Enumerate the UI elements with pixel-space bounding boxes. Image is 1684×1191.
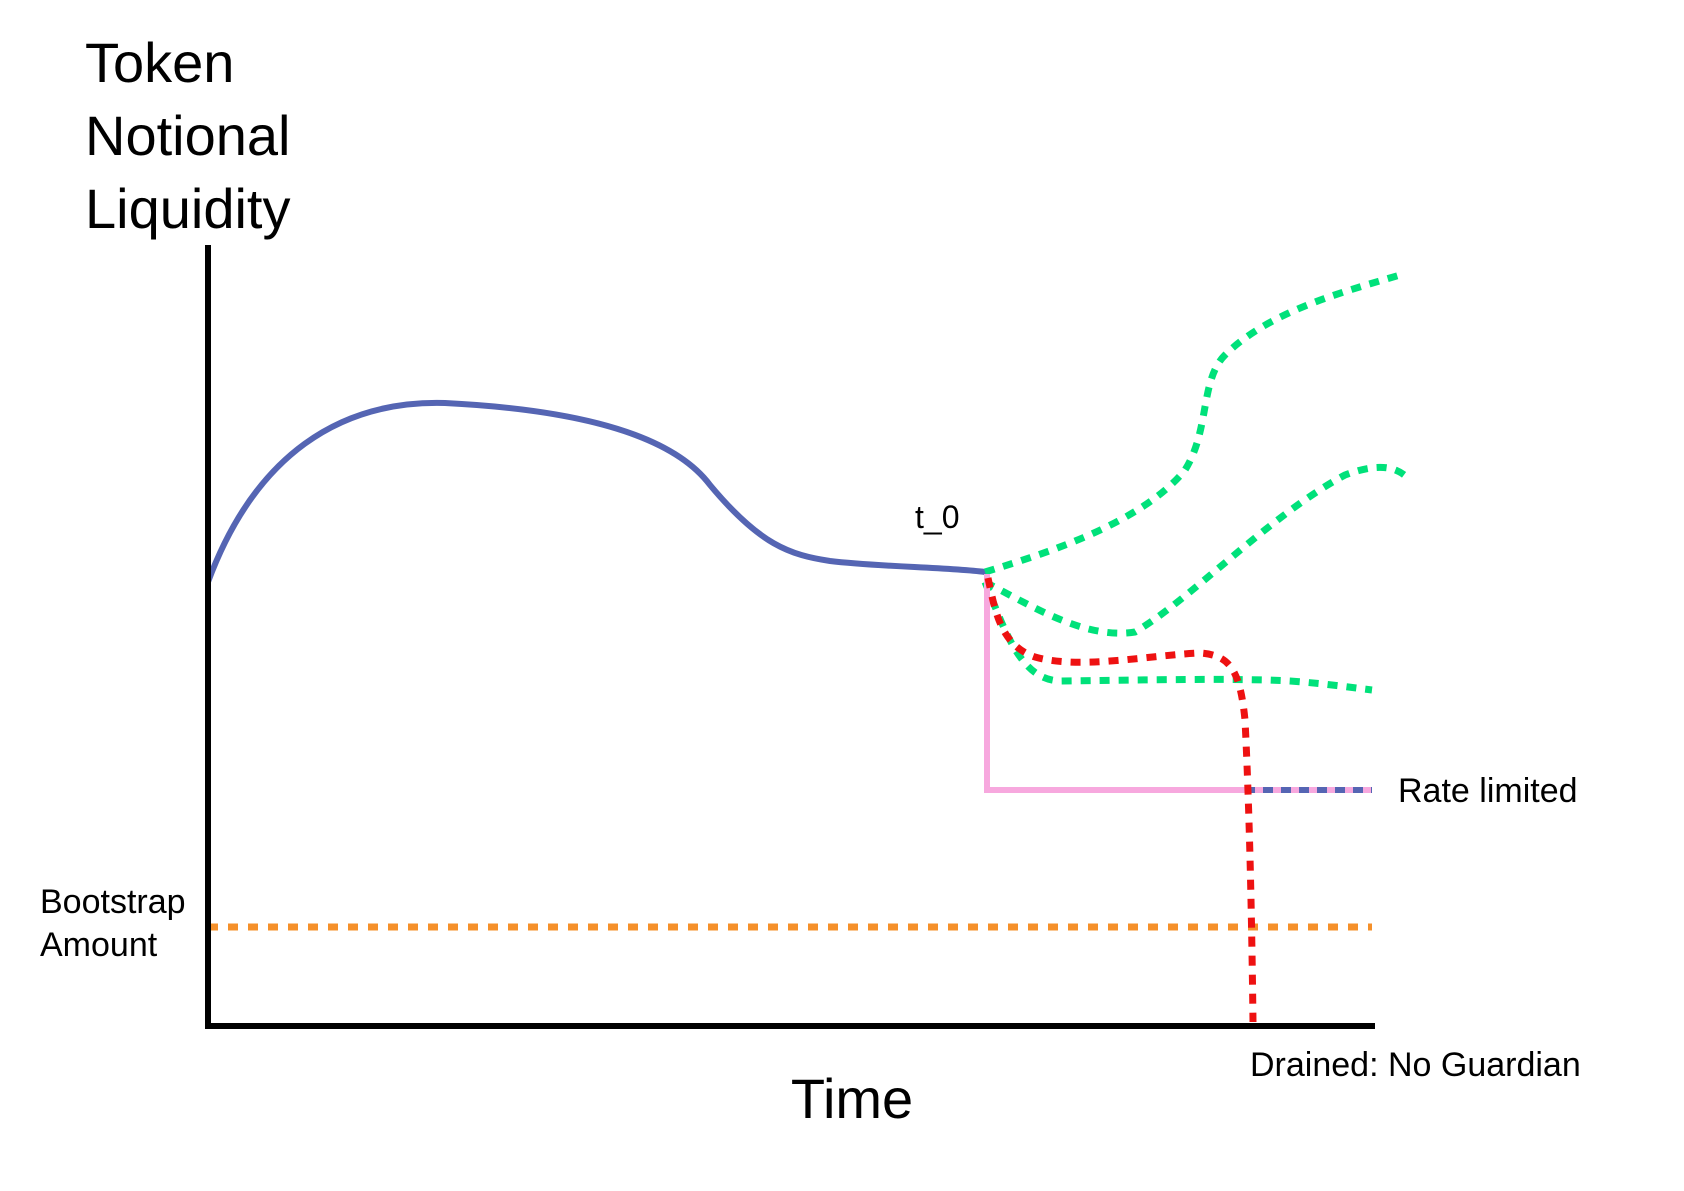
drain-no-guardian-line: [984, 577, 1257, 1023]
y-axis-label-line-2: Notional: [85, 104, 290, 167]
rate-limited-label: Rate limited: [1398, 772, 1578, 810]
bootstrap-label-line-2: Amount: [40, 926, 158, 964]
scenario-upper-growth-line: [983, 271, 1402, 576]
scenario-dip-recover-line: [983, 463, 1413, 637]
scenario-plateau-line: [981, 580, 1373, 694]
rate-limit-path: [984, 574, 1372, 793]
y-axis-label-line-1: Token: [85, 31, 234, 94]
t0-label: t_0: [915, 499, 959, 535]
y-axis-label-line-3: Liquidity: [85, 177, 290, 240]
bootstrap-label-line-1: Bootstrap: [40, 883, 186, 921]
historic-liquidity-line: [205, 399, 988, 585]
drained-label: Drained: No Guardian: [1250, 1046, 1581, 1084]
x-axis-label: Time: [791, 1067, 913, 1130]
